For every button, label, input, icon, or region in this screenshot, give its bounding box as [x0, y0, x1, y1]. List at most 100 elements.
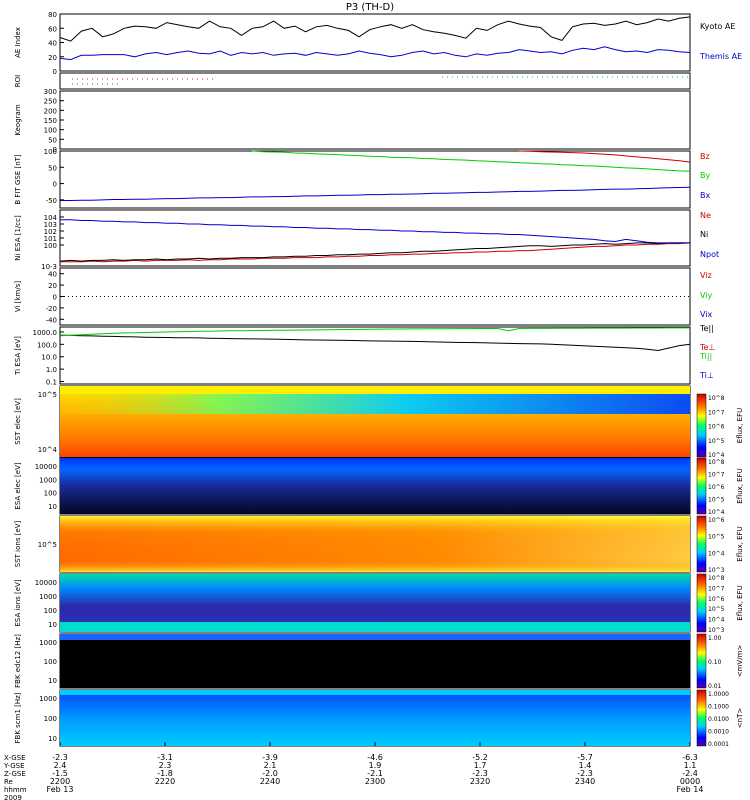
series-bfield-Bz — [519, 150, 691, 163]
xtick-ygse: 1.9 — [369, 761, 382, 770]
cbar-tick-esa_e: 10^6 — [708, 484, 725, 491]
legend-density: Ni — [700, 230, 708, 239]
xtick-hhmm: 2320 — [470, 777, 490, 786]
ephemeris-label: X-GSE — [4, 754, 26, 762]
series-temperature-Te__ — [59, 334, 691, 352]
fbk-scm1-top-band — [60, 690, 690, 695]
sst-electron-top-bar — [60, 386, 690, 394]
ytick-sst_e: 10^4 — [38, 446, 58, 454]
cbar-tick-esa_e: 10^5 — [708, 497, 725, 504]
ytick-density: 100 — [44, 242, 57, 250]
xtick-zgse: -2.3 — [472, 769, 488, 778]
xtick-xgse: -5.7 — [577, 753, 593, 762]
ytick-velocity: -40 — [46, 316, 57, 324]
panel-frame-roi — [59, 72, 691, 90]
ytick-ae: 80 — [48, 11, 57, 19]
legend-ae: Kyoto AE — [700, 22, 735, 31]
panel-frame-ae — [59, 13, 691, 72]
axis-labels: AE Index ROI Keogram B FIT GSE [nT] Ni ESA [… — [14, 11, 742, 744]
cbar-tick-esa_e: 10^4 — [708, 509, 725, 516]
ytick-fbk_b: 1000 — [39, 695, 57, 703]
ytick-esa_i: 10 — [48, 621, 57, 629]
cbar-tick-esa_i: 10^6 — [708, 596, 725, 603]
xtick-zgse: -2.1 — [367, 769, 383, 778]
colorbars: 10^4 10^5 10^6 10^7 10^8 Eflux, EFU 10^4 10^5 10… — [696, 393, 744, 748]
xtick-ygse: 2.1 — [264, 761, 277, 770]
sst-ion-edge-bands — [60, 516, 690, 572]
ytick-fbk_e: 10 — [48, 677, 57, 685]
cbar-tick-fbk_e: 0.01 — [708, 683, 722, 690]
legend-temperature: Te⊥ — [699, 343, 715, 352]
ytick-esa_i: 1000 — [39, 593, 57, 601]
ytick-ae: 60 — [48, 25, 57, 33]
ytick-velocity: 20 — [48, 282, 57, 290]
xtick-xgse: -5.2 — [472, 753, 488, 762]
ytick-temperature: 100.0 — [37, 341, 57, 349]
series-ae-Kyoto_AE — [59, 16, 691, 42]
ytick-esa_e: 10 — [48, 503, 57, 511]
xtick-hhmm: 2300 — [365, 777, 385, 786]
xtick-hhmm: 2200 — [50, 777, 70, 786]
xtick-xgse: -2.3 — [52, 753, 68, 762]
panel-frame-temperature — [59, 326, 691, 385]
legend-density: Npot — [700, 250, 719, 259]
cbar-tick-fbk_b: 0.0001 — [708, 741, 729, 748]
series-density-Ni — [59, 242, 690, 262]
legend-ae: Themis AE — [699, 52, 742, 61]
ytick-density: 104 — [44, 214, 58, 222]
ylabel-ae: AE Index — [14, 27, 22, 58]
ytick-temperature: 1.0 — [46, 366, 57, 374]
ytick-density: 10-3 — [41, 263, 57, 271]
cbar-tick-sst_i: 10^6 — [708, 517, 725, 524]
year-label: 2009 — [4, 794, 22, 800]
colorbar-sst_e — [696, 393, 707, 458]
ytick-bfield: 50 — [48, 164, 57, 172]
ytick-velocity: 0 — [53, 294, 57, 302]
xtick-hhmm: 0000 — [680, 777, 700, 786]
cbar-tick-fbk_b: 0.0100 — [708, 716, 729, 723]
ytick-temperature: 1000.0 — [33, 329, 58, 337]
ephemeris-label: Y-GSE — [3, 762, 25, 770]
xtick-date: Feb 13 — [47, 785, 74, 794]
fbk-edc12-spectrogram — [60, 634, 690, 688]
ylabel-esa_i: ESA ions [eV] — [14, 579, 22, 626]
ytick-esa_i: 100 — [44, 607, 57, 615]
esa-ion-low-energy-band — [60, 622, 690, 632]
cbar-tick-sst_e: 10^8 — [708, 395, 725, 402]
ytick-fbk_b: 100 — [44, 715, 57, 723]
cbar-tick-esa_e: 10^8 — [708, 459, 725, 466]
legend-velocity: Viy — [700, 291, 713, 300]
ytick-ae: 20 — [48, 54, 57, 62]
xtick-zgse: -1.8 — [157, 769, 173, 778]
ytick-density: 101 — [44, 235, 57, 243]
cbar-label-fbk_b: <nT> — [736, 708, 744, 729]
ytick-fbk_e: 1000 — [39, 639, 57, 647]
ylabel-density: Ni ESA [1/cc] — [14, 215, 22, 261]
xtick-xgse: -6.3 — [682, 753, 698, 762]
panel-frame-velocity — [59, 267, 691, 326]
cbar-tick-fbk_e: 0.10 — [708, 659, 722, 666]
cbar-tick-fbk_e: 1.00 — [708, 635, 722, 642]
series-density-Npot — [60, 219, 690, 244]
cbar-tick-sst_e: 10^7 — [708, 409, 725, 416]
ylabel-keogram: Keogram — [14, 104, 22, 135]
cbar-tick-fbk_b: 0.0010 — [708, 729, 729, 736]
colorbar-esa_i — [696, 573, 707, 633]
colorbar-sst_i — [696, 515, 707, 573]
cbar-tick-sst_e: 10^4 — [708, 452, 725, 459]
xtick-hhmm: 2240 — [260, 777, 280, 786]
ytick-ae: 40 — [48, 40, 57, 48]
ylabel-esa_e: ESA elec [eV] — [14, 462, 22, 509]
ytick-keogram: 200 — [44, 107, 57, 115]
series-ae-Themis_AE — [59, 46, 691, 61]
legend-temperature: Ti|| — [699, 352, 712, 361]
cbar-label-fbk_e: <mV/m> — [736, 645, 744, 678]
xtick-zgse: -2.0 — [262, 769, 278, 778]
xtick-xgse: -3.9 — [262, 753, 278, 762]
legend-bfield: By — [700, 171, 710, 180]
ylabel-roi: ROI — [14, 75, 22, 87]
legend-bfield: Bx — [700, 191, 710, 200]
ytick-sst_i: 10^5 — [38, 541, 57, 549]
ytick-keogram: 300 — [44, 88, 57, 96]
xtick-ygse: 1.7 — [474, 761, 487, 770]
